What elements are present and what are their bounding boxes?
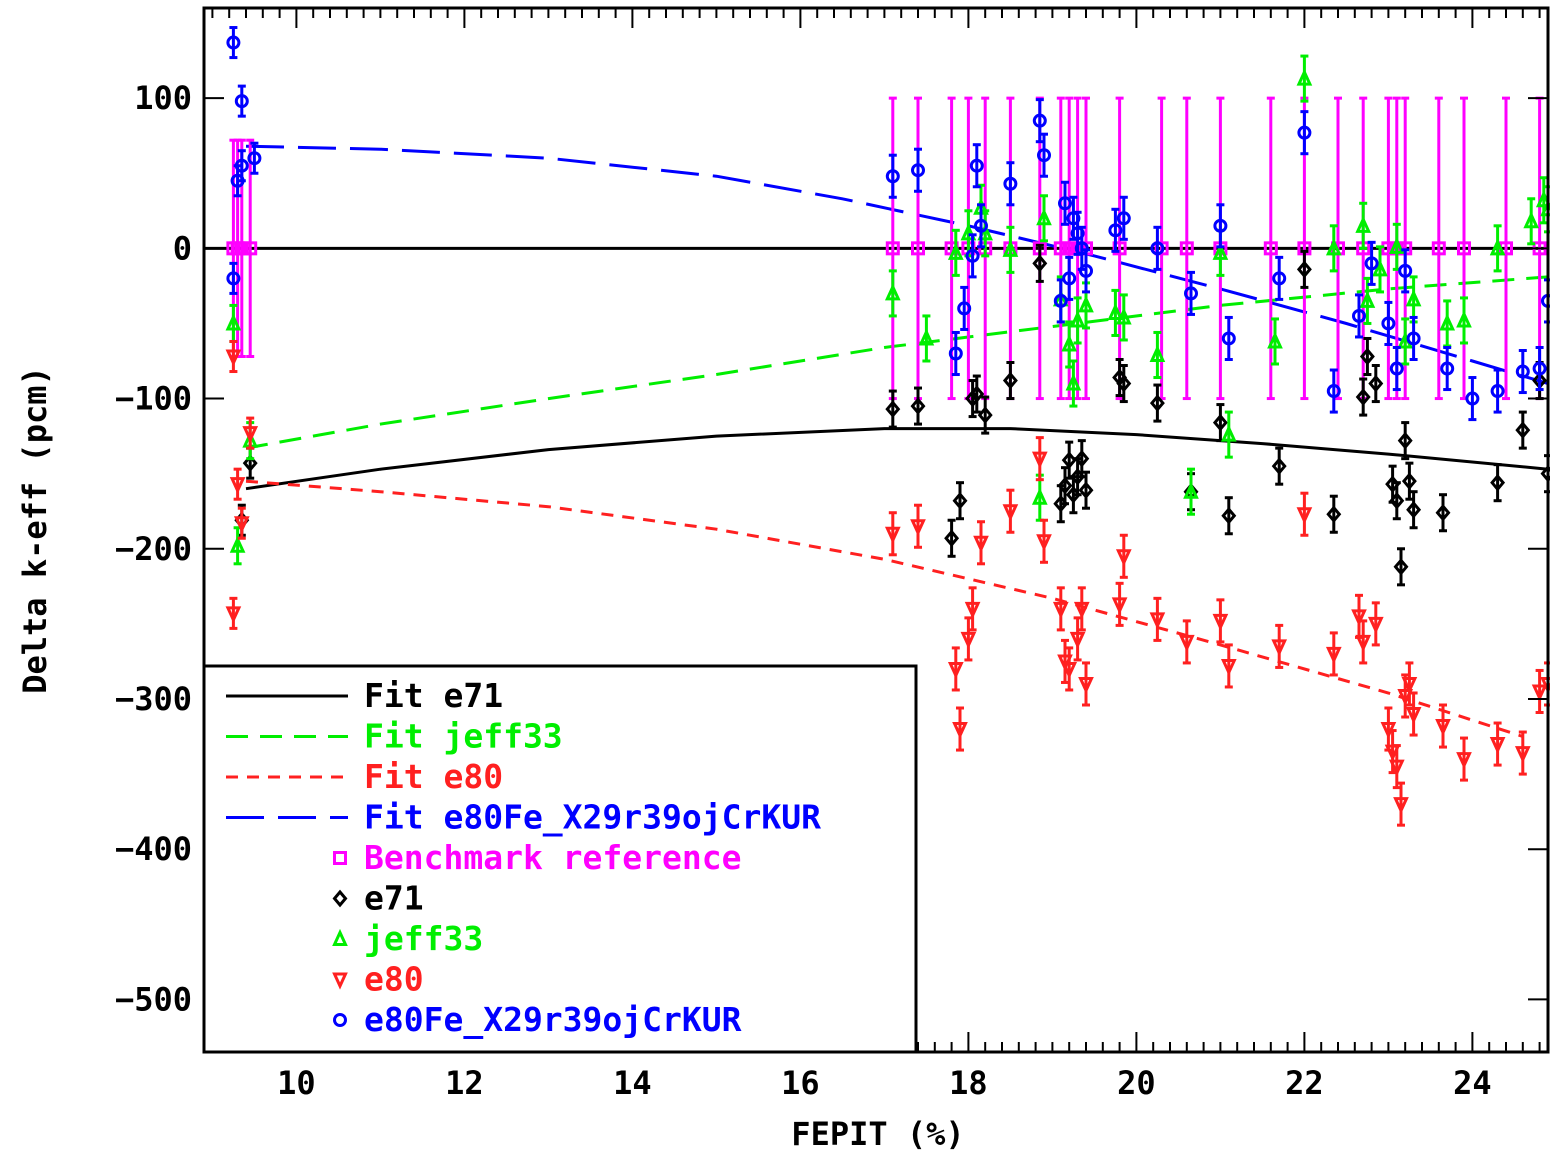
x-tick-label: 18 xyxy=(949,1064,988,1102)
legend-label: e71 xyxy=(364,879,424,918)
x-tick-label: 22 xyxy=(1285,1064,1324,1102)
y-tick-label: −500 xyxy=(115,980,192,1018)
legend-label: Benchmark reference xyxy=(364,838,742,877)
x-tick-label: 12 xyxy=(445,1064,484,1102)
legend-label: jeff33 xyxy=(364,919,483,958)
x-tick-label: 20 xyxy=(1117,1064,1156,1102)
y-tick-label: −300 xyxy=(115,680,192,718)
legend-item-8: e80Fe_X29r39ojCrKUR xyxy=(335,1000,742,1039)
y-tick-label: 100 xyxy=(134,79,192,117)
legend-label: Fit e80 xyxy=(364,757,503,796)
x-tick-label: 10 xyxy=(277,1064,316,1102)
fit-curve-0 xyxy=(246,429,1548,489)
x-tick-label: 14 xyxy=(613,1064,652,1102)
legend-label: e80Fe_X29r39ojCrKUR xyxy=(364,1000,742,1039)
y-axis-title: Delta k-eff (pcm) xyxy=(16,366,54,694)
y-tick-label: −100 xyxy=(115,380,192,418)
series-2 xyxy=(228,56,1550,564)
x-tick-label: 24 xyxy=(1453,1064,1492,1102)
series-4 xyxy=(228,28,1550,420)
x-axis-title: FEPIT (%) xyxy=(791,1115,964,1153)
legend-label: Fit e80Fe_X29r39ojCrKUR xyxy=(364,798,821,837)
legend-label: Fit jeff33 xyxy=(364,717,563,756)
legend-item-4: Benchmark reference xyxy=(335,838,742,877)
x-tick-label: 16 xyxy=(781,1064,820,1102)
y-tick-label: 0 xyxy=(173,229,192,267)
fit-curves xyxy=(246,146,1548,736)
legend-label: e80 xyxy=(364,960,424,999)
fit-curve-1 xyxy=(246,277,1548,448)
y-tick-label: −200 xyxy=(115,530,192,568)
legend-label: Fit e71 xyxy=(364,676,503,715)
y-tick-label: −400 xyxy=(115,830,192,868)
